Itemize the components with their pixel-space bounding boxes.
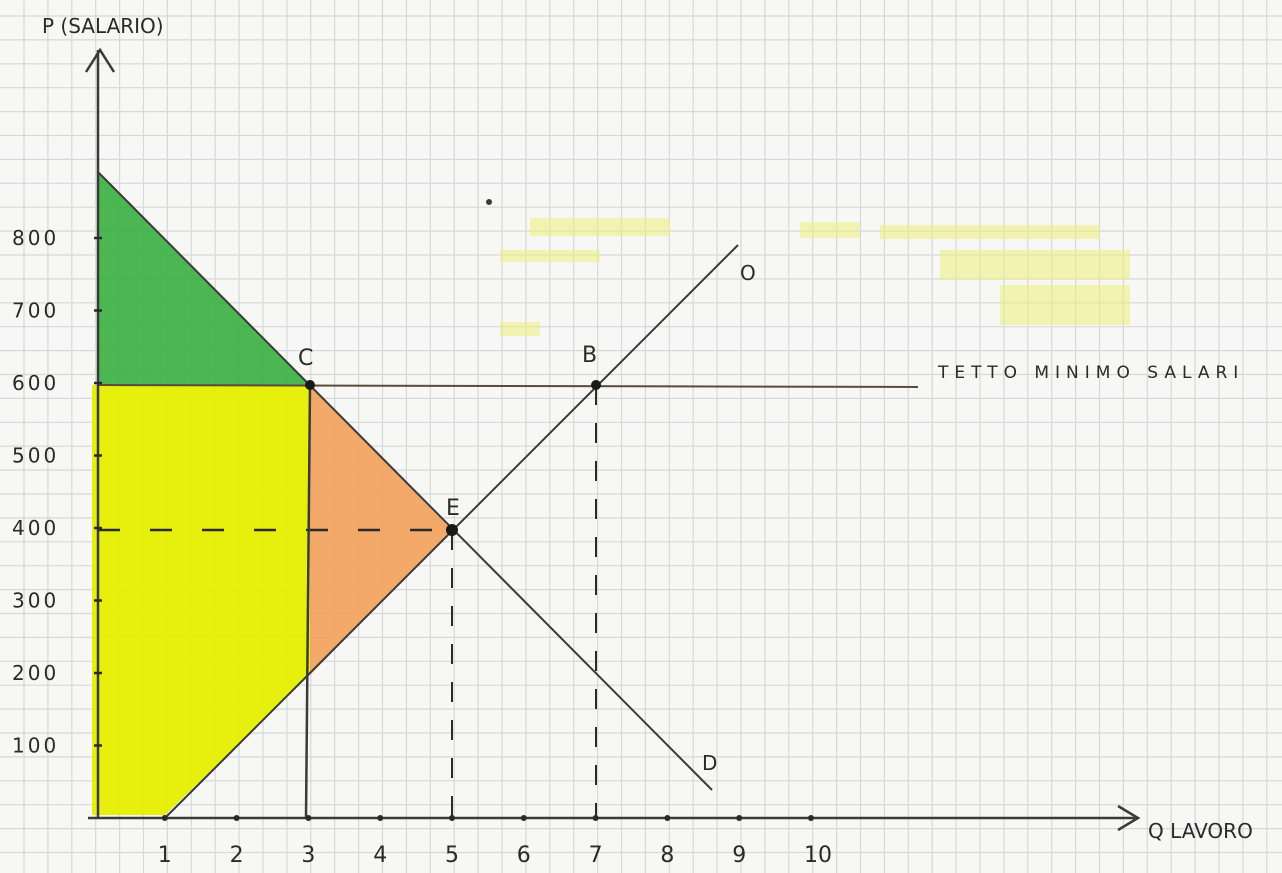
y-axis-label: P (SALARIO): [42, 14, 164, 38]
stray-dot: [486, 199, 492, 205]
x-tick-mark: [233, 815, 240, 821]
price-floor-line: [97, 384, 919, 388]
y-tick-marks: [94, 236, 102, 747]
point-c-dot: [305, 380, 315, 390]
y-tick-labels: 800 700 600 500 400 300 200 100: [12, 226, 59, 758]
point-b-label: B: [582, 343, 597, 368]
point-e-label: E: [446, 496, 460, 521]
x-tick-mark: [520, 815, 527, 821]
y-tick-label: 800: [12, 226, 59, 250]
highlighter-smudges: [500, 218, 1130, 336]
price-floor-label: TETTO MINIMO SALARI: [937, 363, 1244, 383]
x-tick-mark: [736, 815, 743, 821]
y-tick-label: 100: [12, 734, 59, 758]
point-b-dot: [591, 380, 601, 390]
x-tick-label: 8: [660, 843, 674, 868]
x-tick-mark: [664, 815, 671, 821]
demand-curve: [97, 171, 713, 791]
x-tick-label: 5: [445, 843, 459, 868]
y-tick-label: 700: [12, 299, 59, 323]
y-tick-label: 600: [12, 371, 59, 395]
x-tick-label: 1: [158, 843, 172, 868]
x-tick-mark: [377, 815, 384, 821]
x-tick-label: 10: [804, 843, 832, 868]
quantity-3-vertical-line: [304, 384, 312, 819]
deadweight-loss-region: [310, 385, 452, 675]
demand-curve-label: D: [702, 751, 717, 775]
y-tick-label: 200: [12, 661, 59, 685]
y-tick-label: 500: [12, 444, 59, 468]
x-tick-label: 2: [230, 843, 244, 868]
x-tick-mark: [592, 815, 599, 821]
x-tick-label: 7: [589, 843, 603, 868]
y-tick-label: 300: [12, 589, 59, 613]
producer-surplus-region: [92, 385, 310, 815]
x-tick-mark: [305, 815, 312, 821]
x-tick-label: 6: [517, 843, 531, 868]
x-tick-label: 3: [301, 843, 315, 868]
point-e-dot: [446, 524, 458, 536]
y-tick-label: 400: [12, 516, 59, 540]
point-c-label: C: [298, 346, 313, 371]
x-tick-label: 9: [732, 843, 746, 868]
x-tick-mark: [161, 815, 168, 821]
y-axis-arrow: [84, 47, 116, 73]
x-tick-mark: [808, 815, 814, 821]
x-tick-label: 4: [373, 843, 387, 868]
x-tick-marks: [161, 815, 814, 821]
x-axis-label: Q LAVORO: [1148, 819, 1253, 843]
x-tick-labels: 1 2 3 4 5 6 7 8 9 10: [158, 843, 832, 868]
x-tick-mark: [449, 815, 455, 821]
x-axis-arrow: [1117, 804, 1141, 832]
supply-curve-label: O: [740, 261, 756, 285]
